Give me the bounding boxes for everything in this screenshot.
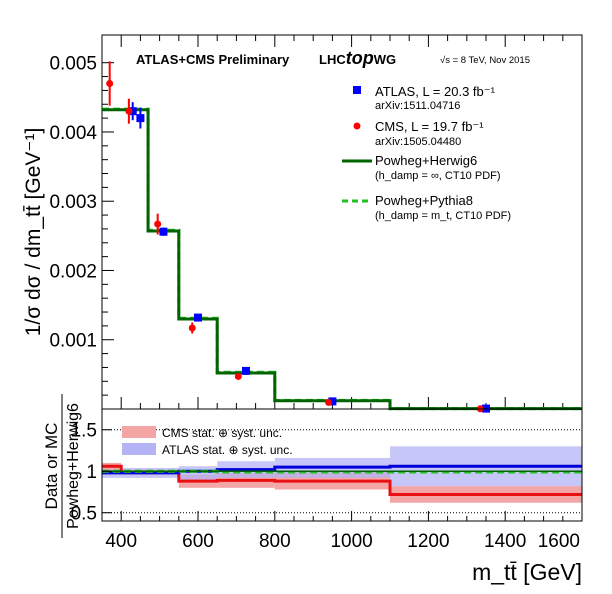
- cms-point: [188, 324, 196, 332]
- legend-atlas-ref: arXiv:1511.04716: [375, 100, 460, 112]
- ratio-y-ticks: 0.5 1 1.5: [71, 421, 112, 525]
- cms-point: [125, 107, 133, 115]
- legend-herwig-label: Powheg+Herwig6: [375, 153, 477, 168]
- atlas-point: [328, 397, 337, 406]
- main-series-group: [102, 61, 582, 413]
- legend-cms-ref: arXiv:1505.04480: [375, 136, 461, 148]
- ratio-y-axis-label: Data or MC Powheg+Herwig6: [42, 394, 82, 538]
- main-x-ticks: [120, 35, 583, 409]
- main-y-axis-label: 1/σ dσ / dm_tt̄ [GeV⁻¹]: [22, 128, 45, 337]
- x-tick-label: 1200: [407, 531, 449, 552]
- atlas-point: [128, 107, 137, 116]
- main-y-tick-label: 0.001: [49, 331, 97, 352]
- atlas-point: [159, 227, 168, 236]
- legend-cms-marker: [353, 122, 361, 130]
- ratio-line-atlas: [102, 464, 582, 475]
- legend-pythia-note: (h_damp = m_t, CT10 PDF): [375, 210, 511, 222]
- ratio-legend: CMS stat. ⊕ syst. unc. ATLAS stat. ⊕ sys…: [122, 426, 293, 457]
- main-y-tick-label: 0.002: [49, 261, 97, 282]
- main-y-tick-label: 0.005: [49, 54, 97, 75]
- ratio-y-label-top: Data or MC: [42, 423, 61, 510]
- ratio-y-tick-label: 0.5: [71, 504, 97, 525]
- cms-point: [234, 372, 242, 380]
- legend-pythia-label: Powheg+Pythia8: [375, 193, 473, 208]
- main-y-tick-label: 0.003: [49, 192, 97, 213]
- cms-point: [325, 398, 333, 406]
- x-tick-label: 600: [182, 531, 214, 552]
- legend-cms-label: CMS, L = 19.7 fb⁻¹: [375, 119, 484, 134]
- ratio-y-label-bottom: Powheg+Herwig6: [65, 403, 82, 529]
- main-plot-area: 0.001 0.002 0.003 0.004 0.005: [49, 34, 583, 413]
- pythia-step-line: [102, 107, 582, 411]
- legend-atlas-marker: [353, 86, 361, 94]
- header-top: top: [346, 48, 374, 68]
- x-tick-label: 1400: [484, 531, 526, 552]
- header-wg: WG: [374, 52, 396, 67]
- ratio-x-ticks: 400 600 800 1000 1200 1400 1600: [105, 511, 583, 552]
- atlas-point: [136, 114, 145, 123]
- legend: ATLAS, L = 20.3 fb⁻¹ arXiv:1511.04716 CM…: [342, 84, 511, 222]
- atlas-point: [194, 313, 202, 322]
- ratio-plot-area: 0.5 1 1.5 400 600 800 1000 1200 1400 1600: [71, 408, 583, 552]
- ratio-legend-cms-label: CMS stat. ⊕ syst. unc.: [162, 426, 282, 440]
- header-experiment: ATLAS+CMS Preliminary: [136, 52, 290, 67]
- herwig-step-line: [102, 108, 582, 411]
- x-axis-label: m_tt̄ [GeV]: [472, 559, 582, 585]
- main-y-tick-label: 0.004: [49, 123, 97, 144]
- header-lhc: LHC: [319, 52, 346, 67]
- main-y-ticks: 0.001 0.002 0.003 0.004 0.005: [49, 54, 114, 396]
- atlas-unc-band: [178, 466, 218, 480]
- main-frame: [101, 34, 583, 410]
- ratio-legend-atlas-label: ATLAS stat. ⊕ syst. unc.: [162, 443, 293, 457]
- ratio-frame: [101, 408, 583, 522]
- x-tick-label: 1600: [538, 531, 580, 552]
- cms-point: [106, 79, 114, 87]
- ratio-series-group: [102, 429, 582, 514]
- x-tick-label: 800: [259, 531, 291, 552]
- legend-atlas-label: ATLAS, L = 20.3 fb⁻¹: [375, 84, 496, 99]
- x-tick-label: 1000: [330, 531, 372, 552]
- legend-herwig-note: (h_damp = ∞, CT10 PDF): [375, 170, 501, 182]
- cms-point: [154, 220, 162, 228]
- ratio-legend-cms-swatch: [122, 426, 156, 438]
- ratio-y-tick-label: 1.5: [71, 421, 97, 442]
- ratio-y-tick-label: 1: [86, 462, 97, 483]
- header-energy: √s = 8 TeV, Nov 2015: [440, 55, 530, 66]
- ratio-legend-atlas-swatch: [122, 443, 156, 455]
- atlas-point: [242, 366, 250, 375]
- header-lhc-prefix: LHCtopWG: [319, 48, 396, 68]
- x-tick-label: 400: [105, 531, 137, 552]
